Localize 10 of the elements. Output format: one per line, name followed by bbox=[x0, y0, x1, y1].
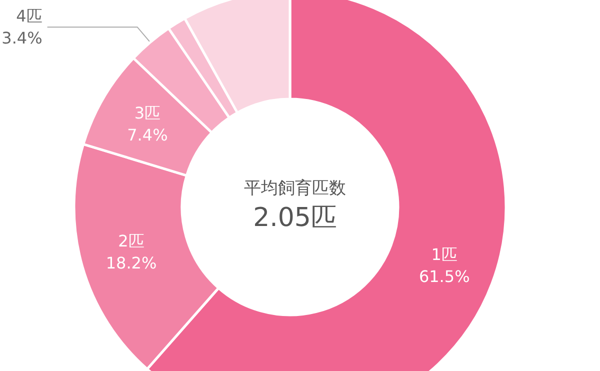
slice-label: 4匹 bbox=[16, 6, 42, 26]
data-label: 61.5% bbox=[418, 266, 470, 286]
text: 平均飼育匹数 bbox=[244, 178, 346, 198]
slice-label: 2匹 bbox=[118, 232, 144, 251]
slice-label: 3匹 bbox=[134, 103, 161, 122]
text: 2.05匹 bbox=[253, 203, 337, 233]
data-label: 7.4% bbox=[127, 125, 168, 144]
slice-label: 1匹 bbox=[431, 244, 458, 264]
data-label: 3.4% bbox=[2, 28, 42, 48]
data-label: 18.2% bbox=[106, 254, 157, 273]
